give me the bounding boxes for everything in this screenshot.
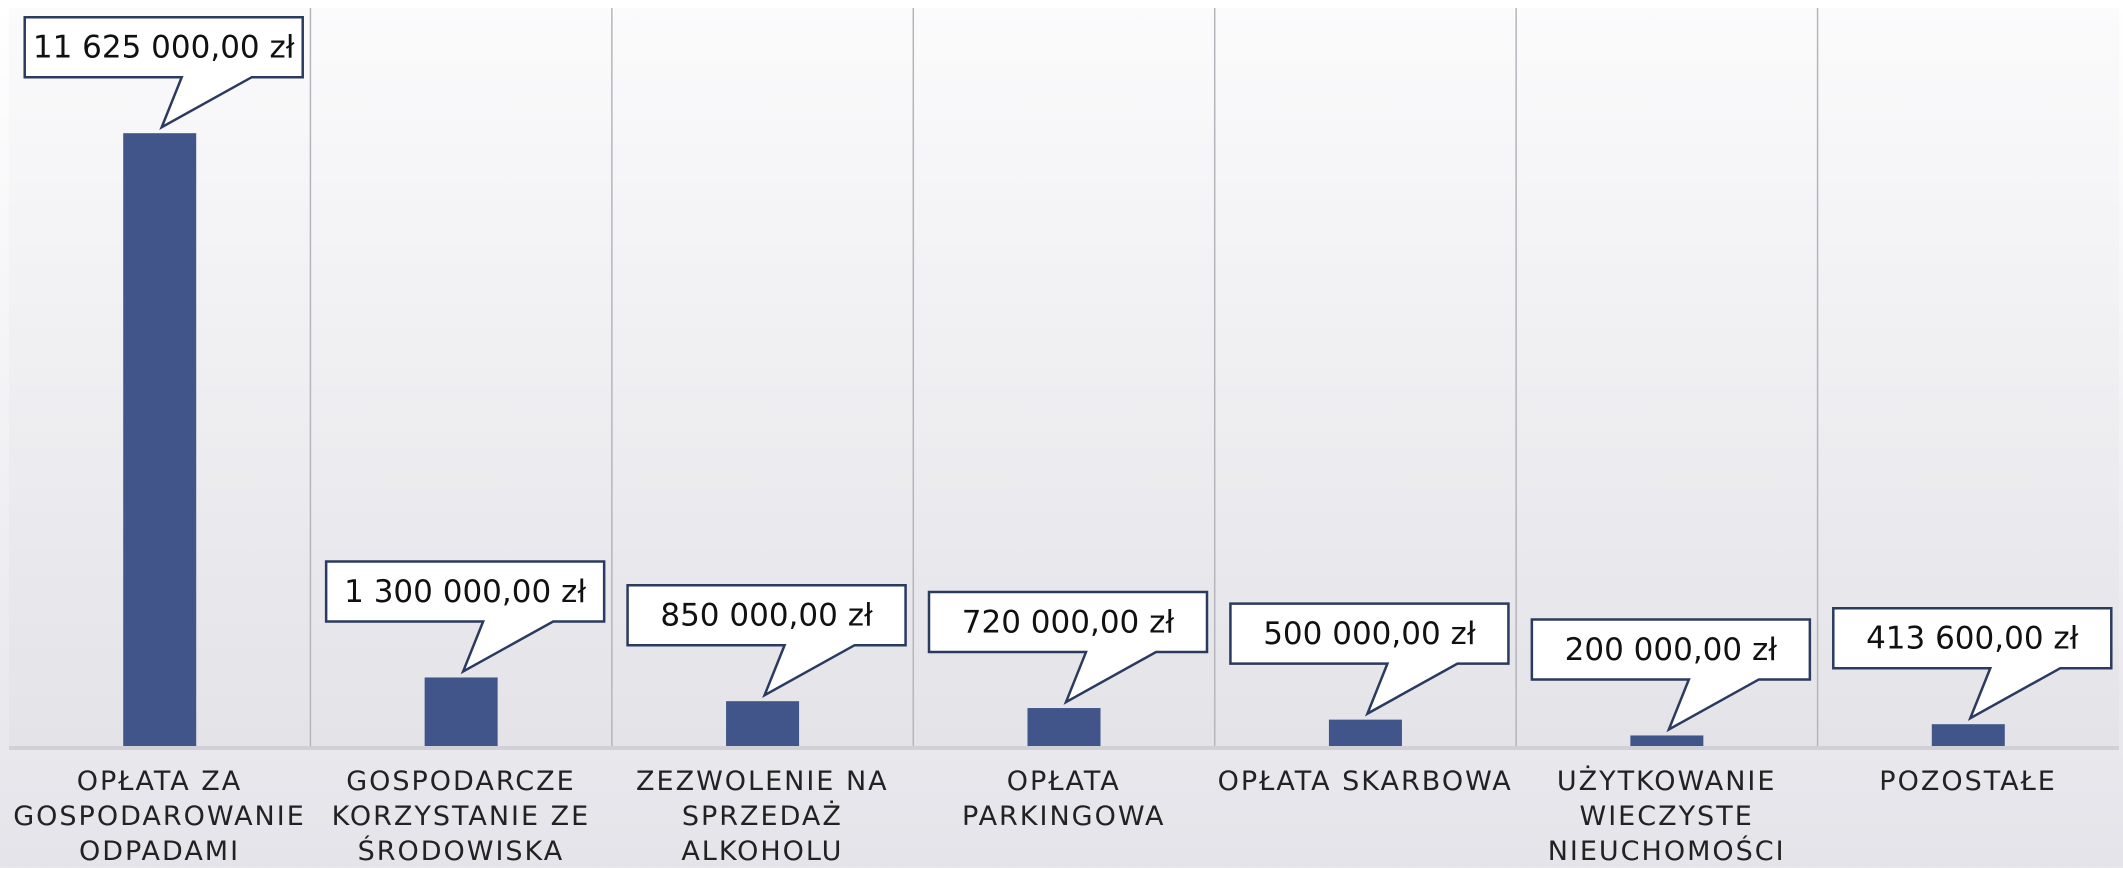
bar xyxy=(424,677,498,746)
callout xyxy=(1832,606,2113,721)
data-label: 11 625 000,00 zł xyxy=(33,30,295,66)
x-tick-label: OPŁATA PARKINGOWA xyxy=(962,766,1166,832)
data-label: 413 600,00 zł xyxy=(1866,621,2079,657)
bar xyxy=(1027,708,1101,746)
bar xyxy=(123,133,197,747)
data-label: 720 000,00 zł xyxy=(962,605,1175,641)
x-tick-label: OPŁATA SKARBOWA xyxy=(1217,766,1513,797)
x-tick-label: ZEZWOLENIE NA SPRZEDAŻ ALKOHOLU xyxy=(636,766,889,867)
data-label: 500 000,00 zł xyxy=(1263,616,1476,652)
data-label: 1 300 000,00 zł xyxy=(344,574,586,610)
callout xyxy=(324,560,606,675)
bar xyxy=(726,701,800,746)
data-label: 850 000,00 zł xyxy=(660,598,873,634)
callout xyxy=(1229,602,1510,717)
bar xyxy=(1630,735,1704,746)
callout xyxy=(927,590,1209,705)
bar xyxy=(1931,724,2005,746)
callout xyxy=(23,15,304,130)
x-tick-label: POZOSTAŁE xyxy=(1879,766,2057,797)
callout xyxy=(626,583,907,698)
data-label: 200 000,00 zł xyxy=(1565,632,1778,668)
x-tick-label: OPŁATA ZA GOSPODAROWANIE ODPADAMI xyxy=(13,766,306,867)
x-tick-label: UŻYTKOWANIE WIECZYSTE NIEUCHOMOŚCI xyxy=(1547,766,1786,867)
callout xyxy=(1530,618,1812,733)
x-tick-label: GOSPODARCZE KORZYSTANIE ZE ŚRODOWISKA xyxy=(331,766,591,867)
bar xyxy=(1328,719,1402,746)
